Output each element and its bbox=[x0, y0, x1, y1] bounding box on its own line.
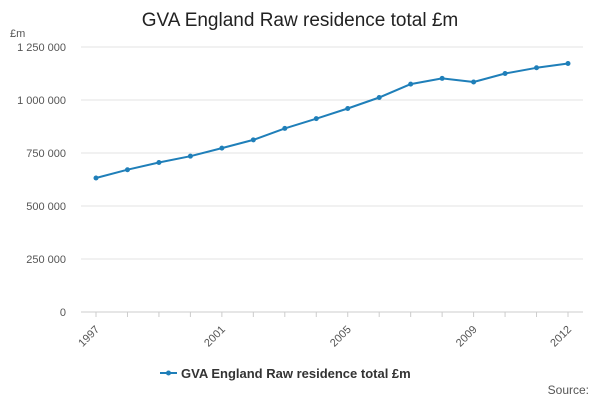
data-point bbox=[439, 75, 445, 81]
chart-title: GVA England Raw residence total £m bbox=[142, 10, 459, 31]
legend-point-marker bbox=[166, 370, 171, 376]
source-label: Source: bbox=[548, 383, 589, 397]
data-point bbox=[471, 79, 477, 85]
legend-label: GVA England Raw residence total £m bbox=[181, 366, 411, 381]
y-tick-label: 750 000 bbox=[26, 148, 66, 160]
data-point bbox=[376, 94, 382, 100]
data-point bbox=[345, 105, 351, 111]
x-tick-label: 2009 bbox=[454, 324, 480, 350]
y-tick-label: 0 bbox=[60, 307, 66, 319]
data-point bbox=[93, 175, 99, 181]
data-point bbox=[156, 160, 162, 166]
y-tick-label: 1 000 000 bbox=[17, 95, 66, 107]
y-tick-label: 1 250 000 bbox=[17, 42, 66, 54]
data-point bbox=[408, 81, 414, 87]
series-group bbox=[93, 61, 571, 181]
data-point bbox=[534, 65, 540, 71]
x-tick-label: 2001 bbox=[202, 324, 228, 350]
x-tick-label: 2005 bbox=[328, 324, 354, 350]
x-tick-label: 2012 bbox=[548, 324, 574, 350]
data-point bbox=[187, 153, 193, 159]
series-line bbox=[95, 62, 569, 179]
x-tick-label: 1997 bbox=[76, 324, 102, 350]
y-tick-label: 500 000 bbox=[26, 201, 66, 213]
y-axis-unit-label: £m bbox=[10, 28, 25, 40]
data-point bbox=[565, 61, 571, 67]
grid-lines bbox=[81, 46, 583, 260]
data-point bbox=[502, 71, 508, 76]
data-point bbox=[219, 145, 225, 151]
legend[interactable]: GVA England Raw residence total £m bbox=[160, 366, 411, 381]
y-tick-label: 250 000 bbox=[26, 254, 66, 266]
y-axis-ticks: 0 250 000 500 000 750 000 1 000 000 1 250 000 bbox=[17, 42, 66, 319]
data-point bbox=[313, 116, 319, 122]
data-point bbox=[282, 125, 288, 131]
data-point bbox=[250, 137, 256, 143]
data-point bbox=[124, 167, 130, 173]
x-axis: 1997 2001 2005 2009 2012 bbox=[76, 311, 583, 350]
